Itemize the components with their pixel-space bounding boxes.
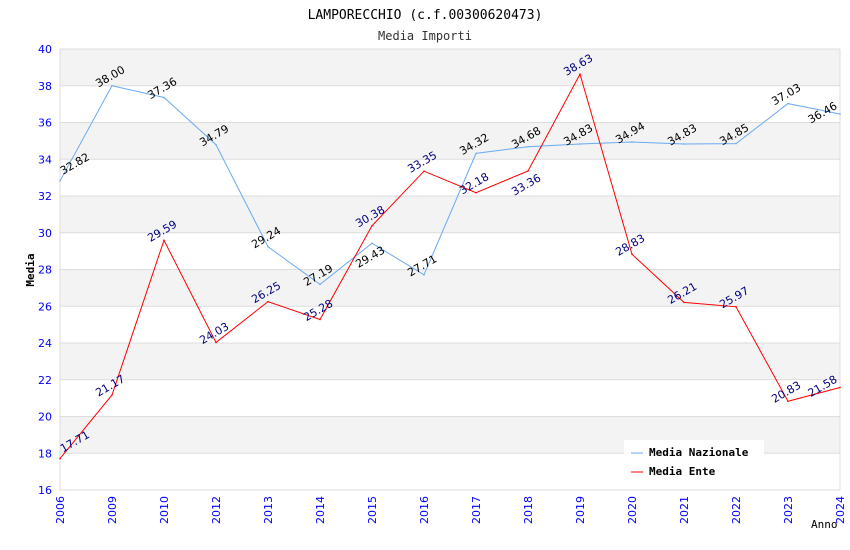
x-tick-label: 2012 [210,496,223,524]
data-point [111,84,113,87]
data-point [839,386,841,389]
data-point [371,242,373,245]
grid-band [60,159,840,196]
y-axis-label: Media [24,253,37,286]
y-tick-label: 30 [38,227,52,240]
data-point [787,102,789,105]
x-tick-label: 2019 [574,496,587,524]
data-point [683,143,685,145]
grid-band [60,343,840,380]
y-tick-label: 34 [38,153,52,166]
x-tick-label: 2009 [106,496,119,524]
data-point [475,191,477,194]
grid-band [60,269,840,307]
x-tick-label: 2020 [626,496,639,524]
grid-band [60,49,840,86]
x-tick-label: 2023 [782,496,795,524]
data-point [267,300,269,303]
x-tick-label: 2010 [158,496,171,524]
x-tick-label: 2015 [366,496,379,524]
y-tick-label: 20 [38,411,52,424]
data-point [631,253,633,256]
data-point [527,145,529,148]
x-tick-label: 2022 [730,496,743,524]
y-tick-label: 32 [38,190,52,203]
x-axis-label: Anno [811,518,838,531]
data-point [631,141,633,143]
x-tick-label: 2006 [54,496,67,524]
x-tick-label: 2021 [678,496,691,524]
data-point [787,400,789,403]
data-point [163,239,165,242]
legend-label-nazionale: Media Nazionale [649,446,749,459]
grid-band [60,85,840,123]
data-point [475,152,477,155]
data-point [59,457,61,460]
data-point [423,274,425,276]
data-point [319,318,321,321]
data-point [735,142,737,145]
data-point [215,341,217,344]
y-tick-label: 24 [38,337,52,350]
chart-subtitle: Media Importi [378,29,472,43]
y-tick-label: 40 [38,43,52,56]
data-point [423,170,425,172]
data-point [683,301,685,304]
y-tick-label: 38 [38,80,52,93]
data-point [111,394,113,396]
x-tick-label: 2014 [314,496,327,524]
data-point [839,113,841,115]
x-tick-label: 2016 [418,496,431,524]
series-line-ente [59,72,841,459]
x-tick-label: 2018 [522,496,535,524]
x-tick-label: 2013 [262,496,275,524]
data-point [215,143,217,146]
data-point [59,180,61,182]
grid-band [60,232,840,270]
grid-band [60,306,840,343]
data-point [579,73,581,75]
y-tick-label: 36 [38,117,52,130]
data-point [371,224,373,227]
data-point [267,245,269,248]
y-tick-label: 26 [38,300,52,313]
data-point [319,283,321,286]
data-point [579,143,581,145]
chart-title: LAMPORECCHIO (c.f.00300620473) [308,8,543,23]
grid-band [60,122,840,160]
y-tick-label: 16 [38,484,52,497]
data-point [735,306,737,308]
y-tick-label: 22 [38,374,52,387]
x-tick-label: 2017 [470,496,483,524]
data-point [163,96,165,99]
legend: Media Nazionale Media Ente [624,440,764,480]
x-tick-label: 2024 [834,496,847,524]
grid-band [60,379,840,417]
legend-label-ente: Media Ente [649,465,716,478]
y-tick-label: 18 [38,447,52,460]
y-tick-label: 28 [38,264,52,277]
series-line-nazionale [59,85,841,286]
data-point [527,170,529,172]
